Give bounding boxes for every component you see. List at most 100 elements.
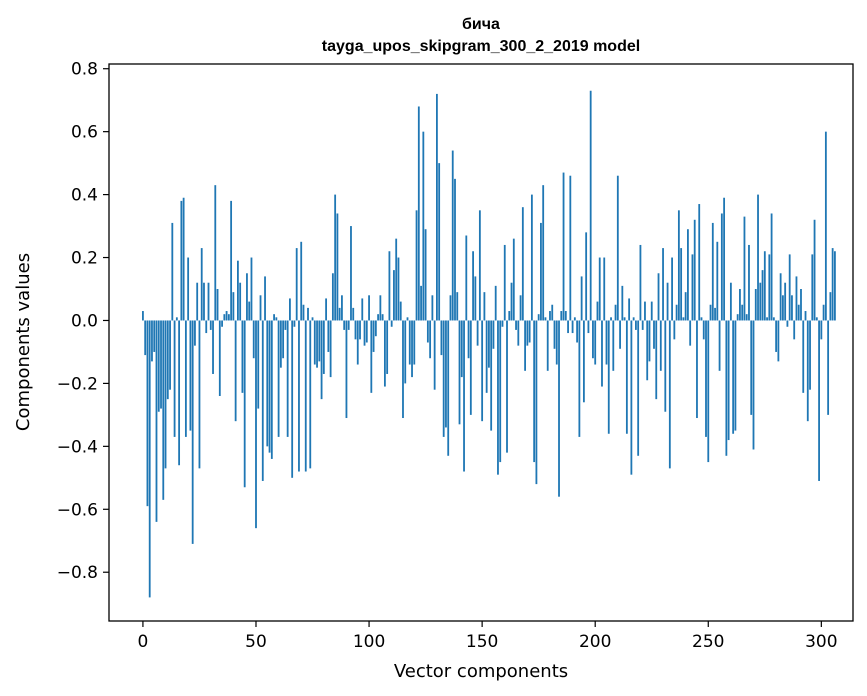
bar-293 (804, 311, 807, 321)
bar-268 (748, 244, 750, 321)
bar-72 (304, 320, 307, 472)
bar-134 (445, 320, 447, 428)
bar-32 (214, 185, 217, 321)
bar-46 (246, 273, 248, 321)
bar-301 (822, 304, 825, 321)
bar-208 (612, 320, 615, 371)
bar-104 (377, 314, 380, 321)
bar-90 (345, 320, 348, 419)
bar-213 (623, 317, 626, 321)
bar-279 (772, 317, 775, 321)
bar-241 (687, 229, 689, 321)
bar-54 (264, 276, 266, 321)
y-ticks-group: −0.8 −0.6 −0.4 −0.2 0.0 0.2 0.4 0.6 0.8 (57, 60, 109, 583)
bar-74 (309, 320, 312, 469)
bar-10 (164, 320, 167, 469)
bar-147 (474, 276, 477, 321)
bar-292 (802, 320, 805, 393)
bar-242 (689, 320, 692, 346)
bar-184 (558, 320, 560, 497)
bar-126 (426, 320, 429, 343)
bar-5 (153, 320, 156, 352)
bar-183 (555, 320, 558, 365)
bar-250 (707, 320, 710, 463)
bar-133 (442, 320, 445, 437)
bar-4 (151, 320, 153, 362)
bar-86 (336, 213, 339, 321)
bar-82 (327, 320, 330, 352)
bar-202 (598, 257, 601, 321)
bar-48 (250, 257, 253, 321)
bar-14 (173, 320, 176, 437)
bar-139 (456, 292, 459, 321)
bar-11 (166, 320, 169, 400)
bar-235 (673, 320, 676, 340)
bar-16 (178, 320, 181, 466)
bar-256 (720, 213, 723, 321)
bar-108 (386, 320, 389, 374)
bar-196 (585, 232, 588, 321)
bar-173 (533, 320, 536, 463)
bar-7 (157, 320, 160, 412)
bar-24 (196, 282, 199, 321)
bar-259 (727, 320, 730, 441)
bar-247 (700, 317, 703, 321)
x-tick-label: 0 (138, 632, 149, 652)
bar-209 (614, 304, 617, 321)
bar-150 (481, 320, 484, 422)
bar-83 (329, 320, 332, 378)
chart-title: бича (462, 16, 500, 33)
bar-170 (526, 320, 529, 346)
bar-223 (646, 320, 649, 381)
bar-269 (750, 320, 753, 415)
bar-23 (194, 320, 196, 346)
bar-280 (775, 320, 778, 352)
bar-100 (368, 295, 370, 321)
bar-127 (429, 320, 432, 359)
bar-189 (569, 175, 572, 321)
bar-298 (815, 317, 818, 321)
bar-217 (632, 317, 635, 321)
bar-99 (365, 320, 368, 343)
bar-158 (499, 320, 502, 463)
bar-232 (666, 282, 669, 321)
bar-159 (501, 320, 504, 327)
bar-130 (436, 93, 438, 321)
bar-116 (404, 320, 407, 384)
bar-69 (298, 320, 300, 472)
bar-114 (399, 301, 402, 321)
bar-103 (374, 320, 377, 337)
bar-191 (573, 317, 576, 321)
bar-13 (171, 222, 174, 321)
bar-234 (671, 257, 673, 321)
bar-229 (659, 320, 662, 371)
bar-44 (241, 320, 244, 393)
y-tick-label: −0.4 (57, 437, 98, 457)
bar-239 (682, 317, 685, 321)
bar-231 (664, 320, 667, 412)
bar-60 (277, 320, 280, 437)
bar-43 (239, 282, 242, 321)
bar-51 (257, 320, 260, 409)
bar-275 (763, 251, 766, 321)
y-tick-label: 0.0 (71, 311, 98, 331)
bar-203 (601, 320, 603, 387)
bar-161 (506, 320, 508, 453)
bar-306 (834, 251, 836, 321)
bar-27 (203, 282, 205, 321)
bar-31 (212, 320, 214, 374)
bar-185 (560, 311, 563, 321)
bar-30 (209, 320, 212, 330)
bar-65 (289, 298, 291, 321)
bar-143 (465, 235, 468, 321)
bar-115 (402, 320, 404, 419)
bar-291 (800, 289, 802, 321)
bar-299 (818, 320, 820, 481)
bar-111 (393, 270, 395, 321)
bar-132 (440, 320, 443, 356)
bar-123 (420, 285, 422, 321)
bar-179 (546, 320, 549, 371)
bar-257 (723, 197, 726, 321)
bar-22 (191, 320, 194, 544)
bar-63 (284, 320, 287, 330)
